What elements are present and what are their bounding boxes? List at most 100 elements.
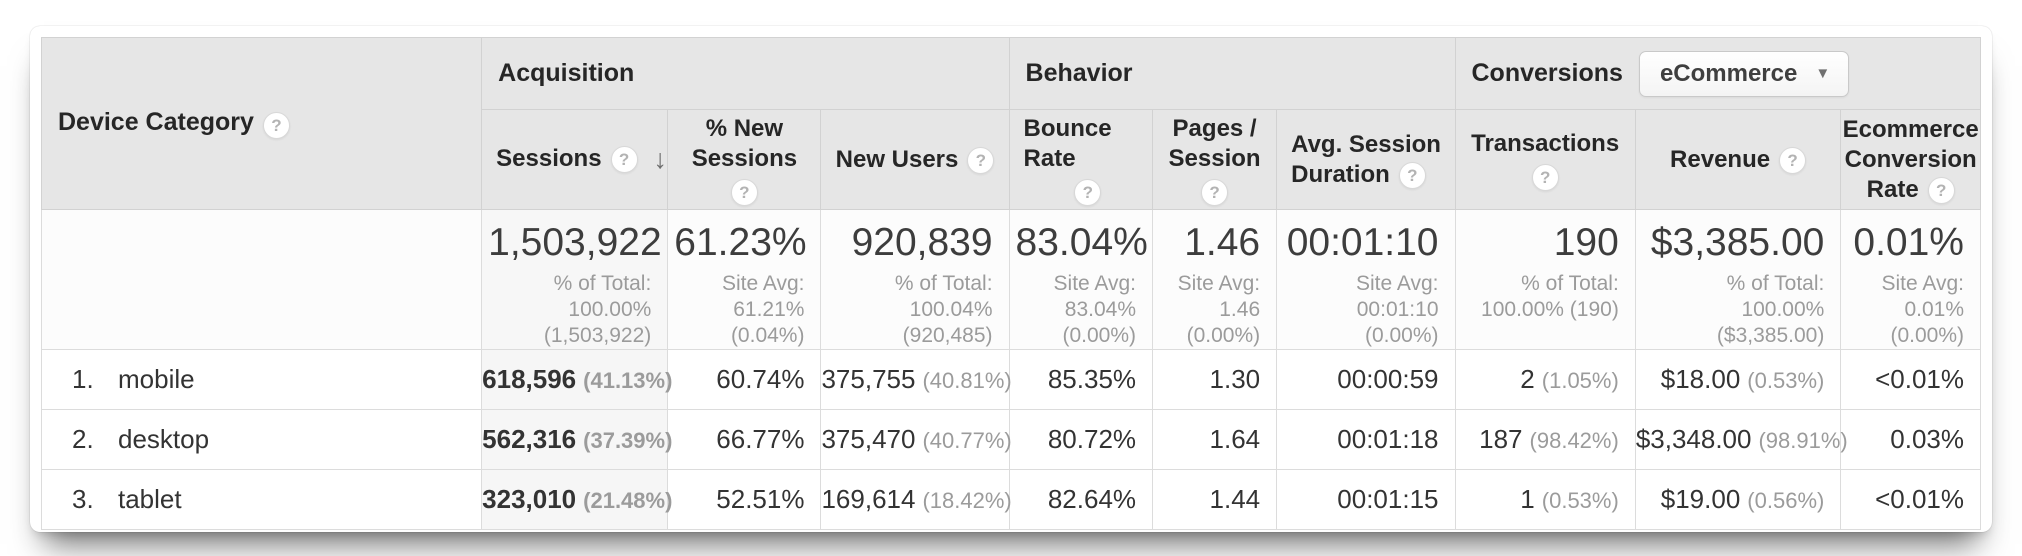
totals-bounce-rate-subtext: Site Avg: 83.04% (0.00%) <box>1053 271 1137 347</box>
new-sessions-value: 52.51% <box>716 483 805 514</box>
bounce-rate-value: 85.35% <box>1047 363 1137 394</box>
sessions-value: 323,010 <box>482 483 577 514</box>
row-revenue-cell: $18.00 (0.53%) <box>1634 348 1842 410</box>
help-icon[interactable]: ? <box>730 178 758 206</box>
totals-row: 1,503,922 % of Total: 100.00% (1,503,922… <box>40 209 1981 350</box>
new-users-percent: (40.81%) <box>922 367 1012 393</box>
totals-new-users: 920,839 % of Total: 100.04% (920,485) <box>820 209 1010 350</box>
new-sessions-value: 66.77% <box>716 423 805 454</box>
pages-session-value: 1.44 <box>1209 483 1261 514</box>
sessions-percent: (21.48%) <box>583 487 673 513</box>
totals-new-sessions: 61.23% Site Avg: 61.21% (0.04%) <box>667 209 822 350</box>
totals-new-users-subtext: % of Total: 100.04% (920,485) <box>894 271 993 347</box>
column-header-new-users[interactable]: New Users? <box>820 109 1010 210</box>
totals-bounce-rate: 83.04% Site Avg: 83.04% (0.00%) <box>1008 209 1154 350</box>
bounce-rate-value: 80.72% <box>1047 423 1137 454</box>
help-icon[interactable]: ? <box>1531 163 1559 191</box>
column-header-ecomm-rate[interactable]: Ecommerce Conversion Rate? <box>1840 109 1981 210</box>
section-conversions: Conversions eCommerce ▼ <box>1454 37 1981 110</box>
totals-sessions: 1,503,922 % of Total: 100.00% (1,503,922… <box>481 209 669 350</box>
sessions-percent: (41.13%) <box>583 367 673 393</box>
new-sessions-header-label: % New Sessions <box>691 114 798 172</box>
row-device-label: tablet <box>118 483 182 514</box>
row-new-sessions-cell: 66.77% <box>667 408 822 470</box>
avg-duration-value: 00:00:59 <box>1337 363 1439 394</box>
help-icon[interactable]: ? <box>610 146 638 174</box>
row-avg-duration-cell: 00:00:59 <box>1276 348 1456 410</box>
column-header-revenue[interactable]: Revenue? <box>1634 109 1842 210</box>
new-users-percent: (40.77%) <box>922 427 1012 453</box>
table-row: 2. desktop 562,316 (37.39%) 66.77% 375,470… <box>40 408 1981 470</box>
help-icon[interactable]: ? <box>967 146 995 174</box>
row-rank: 2. <box>72 423 94 454</box>
column-header-transactions[interactable]: Transactions? <box>1454 109 1636 210</box>
row-ecomm-rate-cell: 0.03% <box>1840 408 1981 470</box>
row-rank: 1. <box>72 363 94 394</box>
row-bounce-rate-cell: 85.35% <box>1008 348 1154 410</box>
totals-sessions-value: 1,503,922 <box>488 221 662 264</box>
transactions-percent: (1.05%) <box>1541 367 1619 393</box>
avg-duration-header-label: Avg. Session Duration <box>1291 130 1441 188</box>
totals-pages-session: 1.46 Site Avg: 1.46 (0.00%) <box>1152 209 1278 350</box>
row-pages-session-cell: 1.44 <box>1152 468 1278 530</box>
totals-avg-duration: 00:01:10 Site Avg: 00:01:10 (0.00%) <box>1276 209 1456 350</box>
row-pages-session-cell: 1.30 <box>1152 348 1278 410</box>
row-revenue-cell: $3,348.00 (98.91%) <box>1634 408 1848 470</box>
help-icon[interactable]: ? <box>262 112 290 140</box>
revenue-value: $19.00 <box>1660 483 1741 514</box>
section-header-row: Device Category? Acquisition Behavior Co… <box>40 37 1981 210</box>
totals-ecomm-rate-subtext: Site Avg: 0.01% (0.00%) <box>1881 271 1964 347</box>
sessions-header-label: Sessions <box>496 144 602 172</box>
transactions-header-label: Transactions <box>1471 129 1620 157</box>
avg-duration-value: 00:01:15 <box>1337 483 1439 514</box>
help-icon[interactable]: ? <box>1779 146 1807 174</box>
row-avg-duration-cell: 00:01:15 <box>1276 468 1456 530</box>
column-header-new-sessions[interactable]: % New Sessions? <box>667 109 822 210</box>
totals-new-users-value: 920,839 <box>851 221 993 264</box>
conversions-goal-dropdown[interactable]: eCommerce ▼ <box>1638 50 1850 97</box>
column-header-avg-duration[interactable]: Avg. Session Duration? <box>1276 109 1456 210</box>
help-icon[interactable]: ? <box>1074 178 1102 206</box>
conversions-goal-dropdown-value: eCommerce <box>1659 59 1798 87</box>
row-bounce-rate-cell: 82.64% <box>1008 468 1154 530</box>
new-users-header-label: New Users <box>835 145 959 173</box>
column-header-bounce-rate[interactable]: Bounce Rate? <box>1008 109 1154 210</box>
new-users-percent: (18.42%) <box>922 487 1012 513</box>
row-device-label: mobile <box>118 363 195 394</box>
ecomm-rate-value: <0.01% <box>1875 483 1964 514</box>
new-users-value: 375,755 <box>821 363 916 394</box>
totals-new-sessions-subtext: Site Avg: 61.21% (0.04%) <box>721 271 805 347</box>
pages-session-value: 1.30 <box>1209 363 1261 394</box>
totals-avg-duration-value: 00:01:10 <box>1286 221 1439 264</box>
help-icon[interactable]: ? <box>1201 178 1229 206</box>
row-ecomm-rate-cell: <0.01% <box>1840 348 1981 410</box>
row-rank: 3. <box>72 483 94 514</box>
bounce-rate-value: 82.64% <box>1047 483 1137 514</box>
column-header-sessions[interactable]: Sessions? ↓ <box>481 109 669 210</box>
sort-descending-icon: ↓ <box>653 144 668 175</box>
table-row: 3. tablet 323,010 (21.48%) 52.51% 169,614(… <box>40 468 1981 530</box>
revenue-percent: (0.53%) <box>1747 367 1825 393</box>
ecomm-rate-header-label: Ecommerce Conversion Rate <box>1842 115 1979 203</box>
totals-revenue: $3,385.00 % of Total: 100.00% ($3,385.00… <box>1634 209 1842 350</box>
row-dimension-cell: 3. tablet <box>40 468 483 530</box>
row-sessions-cell: 562,316 (37.39%) <box>481 408 672 470</box>
device-category-report-table: Device Category? Acquisition Behavior Co… <box>40 37 1981 530</box>
help-icon[interactable]: ? <box>1927 176 1955 204</box>
column-header-pages-session[interactable]: Pages / Session? <box>1152 109 1278 210</box>
row-ecomm-rate-cell: <0.01% <box>1840 468 1981 530</box>
help-icon[interactable]: ? <box>1398 161 1426 189</box>
dimension-header-label: Device Category <box>58 107 254 136</box>
totals-bounce-rate-value: 83.04% <box>1015 221 1148 264</box>
new-users-value: 169,614 <box>821 483 916 514</box>
totals-dimension-cell <box>40 209 483 350</box>
dimension-column-header[interactable]: Device Category? <box>40 37 483 210</box>
totals-revenue-value: $3,385.00 <box>1650 221 1825 264</box>
totals-transactions-value: 190 <box>1553 221 1619 264</box>
new-sessions-value: 60.74% <box>716 363 805 394</box>
revenue-header-label: Revenue <box>1670 145 1771 173</box>
totals-transactions-subtext: % of Total: 100.00% (190) <box>1481 271 1619 321</box>
row-pages-session-cell: 1.64 <box>1152 408 1278 470</box>
sessions-value: 562,316 <box>482 423 577 454</box>
row-bounce-rate-cell: 80.72% <box>1008 408 1154 470</box>
